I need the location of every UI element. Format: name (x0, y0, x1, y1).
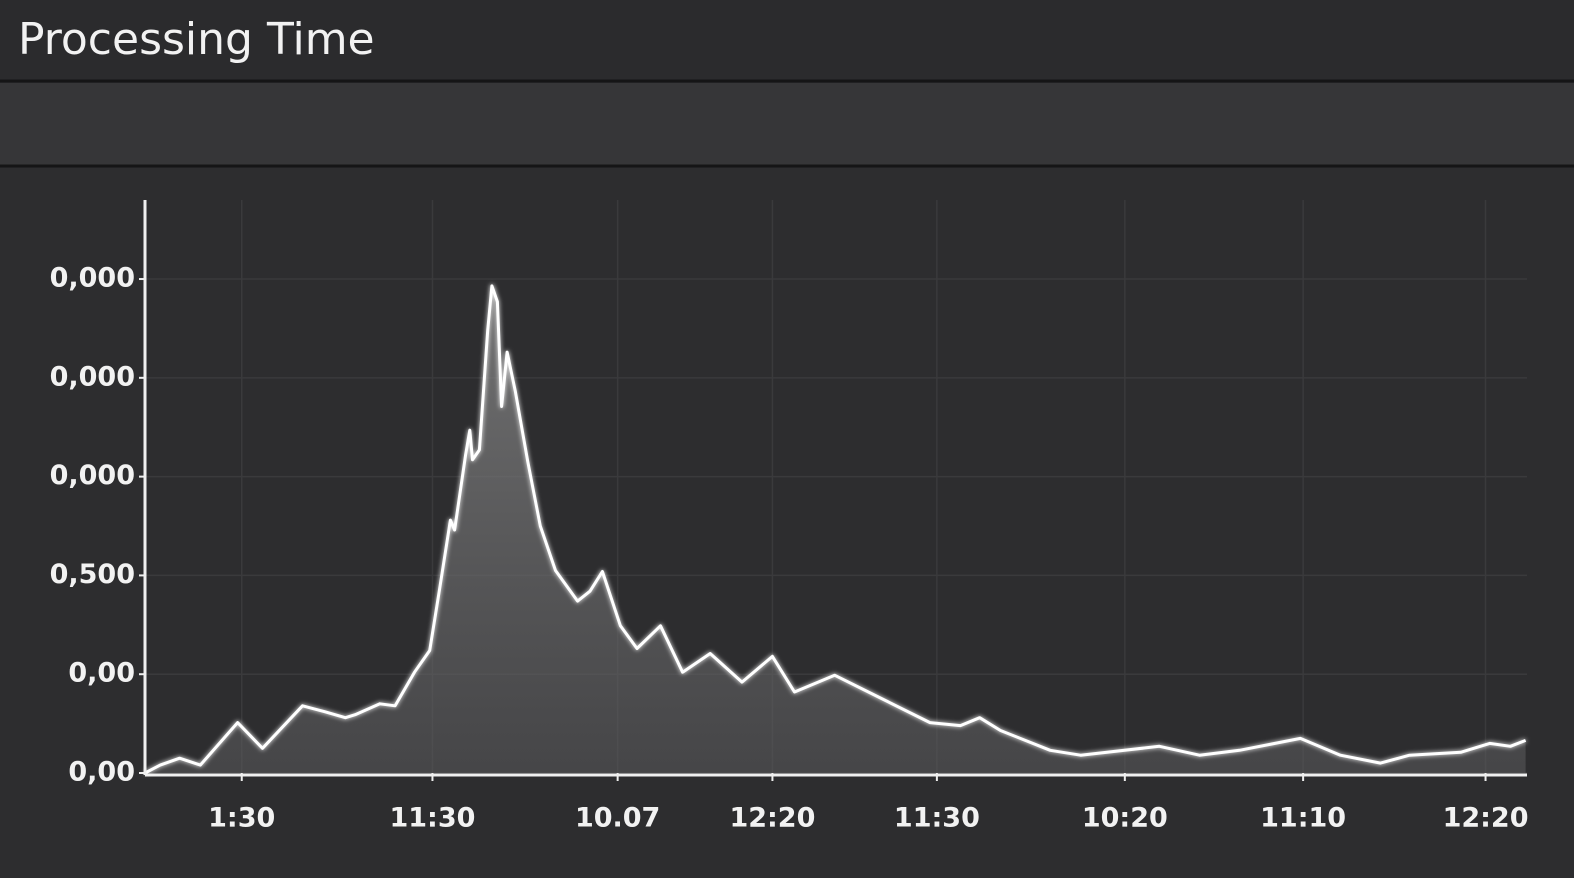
y-tick-label: 0,000 (50, 263, 135, 294)
y-tick-label: 0,00 (68, 757, 135, 788)
y-tick-label: 0,000 (50, 361, 135, 392)
y-tick-label: 0,00 (68, 658, 135, 689)
x-tick-label: 10.07 (575, 803, 660, 834)
x-tick-label: 10:20 (1082, 803, 1168, 834)
x-tick-label: 11:30 (389, 803, 475, 834)
title-bar (0, 0, 1574, 80)
x-tick-label: 11:30 (894, 803, 980, 834)
x-tick-label: 11:10 (1260, 803, 1346, 834)
y-tick-label: 0,000 (50, 460, 135, 491)
x-tick-label: 1:30 (208, 803, 275, 834)
plot: 0,00 0,00 0,500 0,000 0,000 0,000 1:30 11:30 10.… (50, 200, 1529, 834)
y-tick-label: 0,500 (50, 559, 135, 590)
toolbar-band (0, 83, 1574, 165)
chart-title: Processing Time (18, 14, 375, 65)
data-line (144, 284, 1527, 775)
x-tick-label: 12:20 (1443, 803, 1529, 834)
area-fill (145, 285, 1526, 773)
x-tick-label: 12:20 (729, 803, 815, 834)
